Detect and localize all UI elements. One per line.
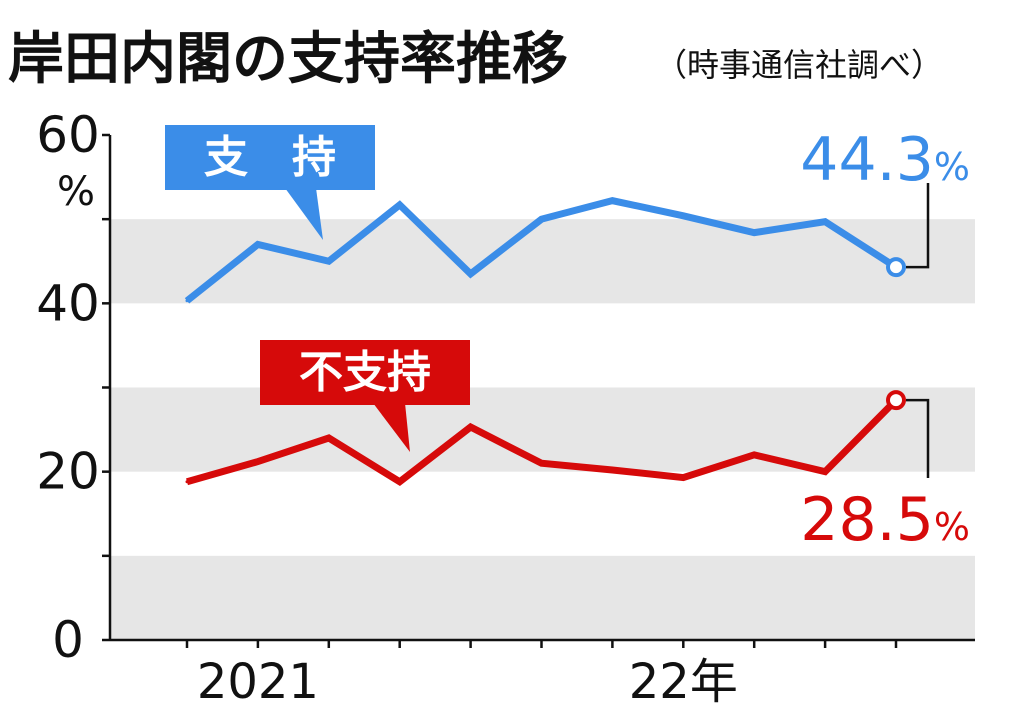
legend-pointer-nonsupport — [373, 403, 410, 452]
leader-line-nonsupport — [906, 398, 930, 478]
data-point-0 — [256, 242, 260, 246]
legend-pointer-support — [285, 188, 323, 240]
end-marker-1 — [886, 390, 906, 411]
legend-box-support — [165, 125, 375, 190]
data-point-0 — [681, 214, 685, 218]
end-value-support-unit: % — [934, 145, 970, 189]
y-tick-label: 0 — [52, 611, 84, 669]
data-point-0 — [327, 259, 331, 263]
legend-box-nonsupport — [260, 340, 470, 405]
x-tick-label: 22年 — [629, 654, 738, 710]
data-point-0 — [752, 231, 756, 235]
x-tick-label: 2021 — [197, 654, 319, 710]
data-point-1 — [540, 461, 543, 465]
legend-label-nonsupport: 不支持 — [299, 347, 431, 398]
grid-band-2 — [110, 219, 975, 304]
axes: 0 20 40 60 2021 22年 — [36, 106, 975, 710]
end-value-nonsupport-unit: % — [934, 505, 970, 549]
chart-title: 岸田内閣の支持率推移 — [8, 27, 568, 92]
end-value-nonsupport: 28.5% — [800, 485, 970, 555]
data-point-1 — [256, 460, 260, 464]
data-point-1 — [469, 425, 473, 429]
data-point-1 — [327, 436, 331, 440]
end-marker-0 — [886, 257, 906, 278]
legend-label-support: 支 持 — [204, 132, 336, 183]
y-tick-label: 60 — [36, 106, 100, 164]
data-point-0 — [469, 272, 473, 276]
data-point-1 — [398, 480, 402, 484]
grid-band-1 — [110, 387, 975, 472]
y-unit-label: % — [57, 169, 95, 215]
data-point-1 — [752, 453, 756, 457]
chart-subtitle: （時事通信社調べ） — [655, 46, 943, 84]
grid-bands — [110, 219, 975, 640]
data-point-1 — [185, 480, 189, 484]
y-tick-label: 40 — [36, 274, 100, 332]
leader-line-support — [906, 183, 930, 269]
data-point-0 — [540, 217, 543, 221]
data-point-1 — [681, 476, 685, 480]
data-point-0 — [823, 220, 827, 224]
data-point-1 — [610, 468, 614, 472]
data-point-0 — [185, 299, 189, 303]
end-value-support: 44.3% — [800, 125, 970, 195]
data-point-0 — [398, 203, 402, 207]
data-point-0 — [610, 199, 614, 203]
y-tick-label: 20 — [36, 443, 100, 501]
grid-band-0 — [110, 555, 975, 640]
data-point-1 — [823, 470, 827, 474]
series-layer — [184, 197, 906, 487]
